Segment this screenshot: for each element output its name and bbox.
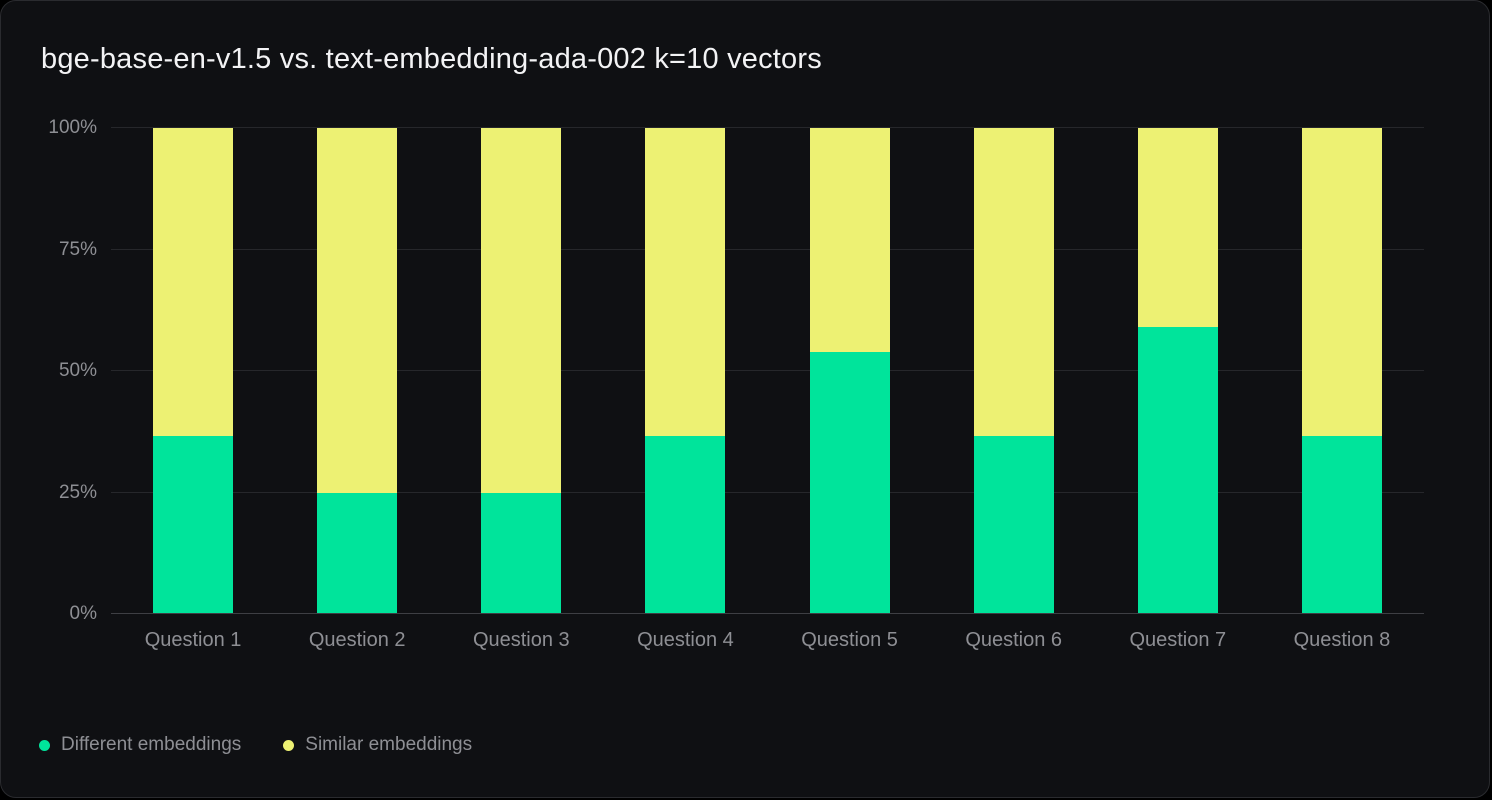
x-tick-label-7: Question 7 bbox=[1129, 629, 1227, 651]
legend-item-different-embeddings[interactable]: Different embeddings bbox=[39, 734, 241, 756]
x-tick-label-2: Question 2 bbox=[308, 629, 406, 651]
bar-column-1 bbox=[111, 128, 275, 614]
bar-segment-different-q6 bbox=[973, 436, 1054, 614]
bar-column-8 bbox=[1260, 128, 1424, 614]
bar-segment-similar-q3 bbox=[481, 128, 562, 493]
chart-title: bge-base-en-v1.5 vs. text-embedding-ada-… bbox=[41, 43, 822, 75]
x-tick-label-1: Question 1 bbox=[144, 629, 242, 651]
legend-dot-yellow-icon bbox=[283, 739, 295, 751]
bar-segment-similar-q1 bbox=[153, 128, 234, 437]
chart-plot bbox=[111, 127, 1424, 614]
gridline-25% bbox=[111, 491, 1424, 493]
y-tick-label-50%: 50% bbox=[58, 360, 97, 381]
x-tick-label-8: Question 8 bbox=[1293, 629, 1391, 651]
bar-segment-similar-q8 bbox=[1301, 128, 1382, 437]
legend-dot-green-icon bbox=[39, 739, 50, 751]
bar-segment-similar-q7 bbox=[1137, 128, 1218, 328]
x-tick-label-5: Question 5 bbox=[801, 629, 898, 651]
bar-segment-different-q7 bbox=[1137, 327, 1218, 614]
gridline-75% bbox=[111, 248, 1424, 250]
bar-column-3 bbox=[439, 128, 603, 614]
gridline-0% bbox=[111, 613, 1424, 614]
bar-column-7 bbox=[1096, 128, 1260, 614]
bar-column-2 bbox=[275, 128, 439, 614]
bar-segment-different-q3 bbox=[481, 492, 562, 614]
x-tick-label-4: Question 4 bbox=[637, 629, 734, 651]
gridline-50% bbox=[111, 370, 1424, 371]
y-tick-label-25%: 25% bbox=[58, 481, 97, 503]
y-tick-label-0%: 0% bbox=[69, 603, 97, 624]
x-axis: Question 1 Question 2 Question 3 Question 4… bbox=[111, 629, 1424, 652]
bar-segment-similar-q5 bbox=[809, 128, 890, 352]
bar-column-6 bbox=[932, 128, 1096, 614]
bar-segment-similar-q2 bbox=[317, 128, 398, 493]
legend-item-similar-embeddings[interactable]: Similar embeddings bbox=[283, 734, 472, 756]
y-axis: 0% 25% 50% 75% 100% bbox=[1, 117, 97, 624]
bar-columns bbox=[111, 128, 1424, 614]
bar-column-4 bbox=[603, 128, 767, 614]
bar-segment-different-q4 bbox=[645, 436, 726, 614]
bar-segment-different-q1 bbox=[153, 436, 234, 614]
bar-segment-similar-q4 bbox=[645, 128, 726, 437]
bar-segment-similar-q6 bbox=[973, 128, 1054, 437]
legend-label-similar-embeddings: Similar embeddings bbox=[305, 734, 473, 755]
bar-segment-different-q5 bbox=[809, 351, 890, 614]
chart-legend: Different embeddings Similar embeddings bbox=[39, 734, 472, 756]
bar-segment-different-q8 bbox=[1301, 436, 1382, 614]
y-tick-label-100%: 100% bbox=[48, 117, 97, 138]
x-tick-label-3: Question 3 bbox=[472, 629, 570, 651]
legend-label-different-embeddings: Different embeddings bbox=[61, 734, 242, 755]
bar-segment-different-q2 bbox=[317, 492, 398, 614]
gridline-100% bbox=[111, 127, 1424, 128]
y-tick-label-75%: 75% bbox=[58, 238, 97, 260]
x-tick-label-6: Question 6 bbox=[965, 629, 1063, 651]
bar-column-5 bbox=[768, 128, 932, 614]
